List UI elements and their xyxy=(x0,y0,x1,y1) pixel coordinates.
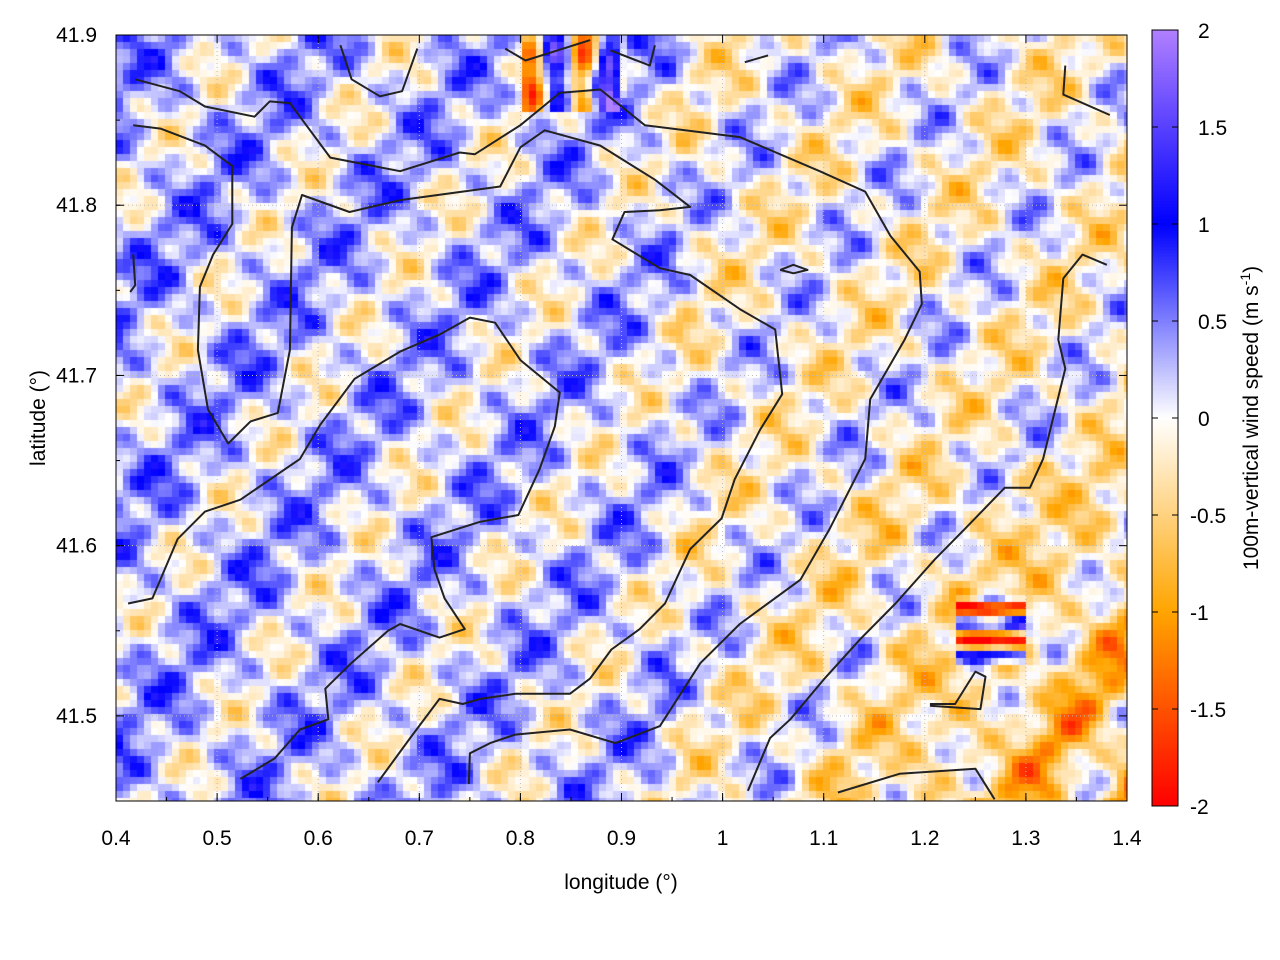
colorbar-tick-label: -0.5 xyxy=(1190,505,1226,528)
x-tick-label: 0.9 xyxy=(607,827,636,850)
y-axis-label: latitude (°) xyxy=(27,370,50,466)
x-tick-label: 1.4 xyxy=(1112,827,1142,850)
plot-frame xyxy=(115,34,1128,802)
contour-lines xyxy=(127,39,1111,800)
x-tick-label: 0.7 xyxy=(405,827,434,850)
contour-line xyxy=(127,316,561,780)
contour-line xyxy=(133,124,784,783)
colorbar-tick-label: 0.5 xyxy=(1198,311,1227,334)
colorbar-tick-label: 1 xyxy=(1198,214,1210,237)
colorbar-tick-label: -2 xyxy=(1190,796,1209,819)
colorbar-ticks: 2 1.5 1 0.5 0 -0.5 -1 -1.5 -2 xyxy=(1152,20,1227,819)
contour-line xyxy=(339,44,419,98)
y-tick-label: 41.7 xyxy=(56,364,97,387)
x-tick-label: 1.1 xyxy=(809,827,838,850)
contour-line xyxy=(779,263,809,275)
y-axis-ticks: 41.5 41.6 41.7 41.8 41.9 xyxy=(56,24,1127,802)
contour-line xyxy=(504,39,591,62)
contour-line xyxy=(1062,65,1111,116)
contour-line xyxy=(134,78,923,785)
contour-line xyxy=(129,254,137,293)
y-tick-label: 41.8 xyxy=(56,194,97,217)
x-tick-label: 0.8 xyxy=(506,827,535,850)
contour-line xyxy=(746,253,1108,792)
x-tick-label: 1.2 xyxy=(910,827,939,850)
heatmap-field xyxy=(116,35,1127,801)
y-tick-label: 41.5 xyxy=(56,705,97,728)
y-tick-label: 41.9 xyxy=(56,24,97,47)
x-tick-label: 0.6 xyxy=(304,827,333,850)
colorbar-tick-label: 0 xyxy=(1198,408,1210,431)
colorbar-tick-label: -1.5 xyxy=(1190,699,1226,722)
colorbar-label: 100m-vertical wind speed (m s-1) xyxy=(1237,266,1263,570)
grid-lines xyxy=(115,34,1128,801)
x-tick-label: 1.3 xyxy=(1011,827,1040,850)
x-axis-label: longitude (°) xyxy=(564,871,677,894)
x-tick-label: 1 xyxy=(717,827,729,850)
y-tick-label: 41.6 xyxy=(56,535,97,558)
contour-line xyxy=(744,54,769,64)
contour-line xyxy=(929,670,987,711)
x-tick-label: 0.5 xyxy=(202,827,231,850)
x-axis-ticks: 0.4 0.5 0.6 0.7 0.8 0.9 1 1.1 1.2 1.3 1.4 xyxy=(101,35,1142,850)
contour-line xyxy=(837,767,996,800)
colorbar-tick-label: 2 xyxy=(1198,20,1210,43)
x-tick-label: 0.4 xyxy=(101,827,131,850)
contour-line xyxy=(610,44,656,67)
colorbar-tick-label: 1.5 xyxy=(1198,117,1227,140)
colorbar-tick-label: -1 xyxy=(1190,602,1209,625)
